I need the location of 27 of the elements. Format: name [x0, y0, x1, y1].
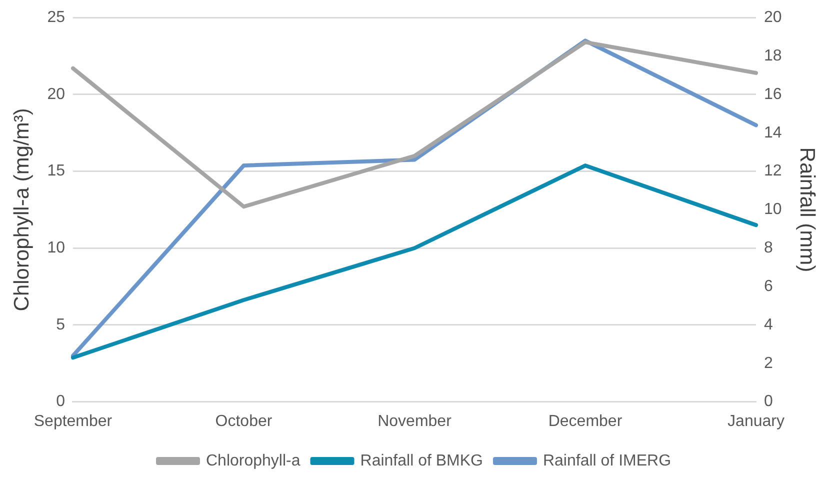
x-tick-label: October — [215, 412, 273, 430]
y2-tick-label: 8 — [764, 240, 774, 257]
y2-tick-label: 2 — [764, 354, 774, 372]
x-tick-label: November — [378, 412, 452, 430]
y2-tick-label: 6 — [764, 278, 774, 295]
y-tick-label: 25 — [47, 9, 66, 26]
y2-tick-label: 18 — [764, 47, 782, 64]
legend-label: Chlorophyll-a — [206, 452, 300, 470]
y-tick-label: 15 — [47, 162, 66, 180]
y2-tick-label: 0 — [764, 393, 774, 410]
x-tick-label: January — [728, 412, 784, 430]
y-tick-label: 20 — [47, 86, 66, 103]
y-tick-label: 0 — [56, 393, 66, 410]
y-tick-label: 5 — [56, 316, 66, 334]
y2-tick-label: 14 — [764, 124, 782, 142]
y-axis-title: Chlorophyll-a (mg/m³) — [10, 108, 34, 312]
y2-tick-label: 10 — [764, 201, 782, 218]
x-tick-label: September — [34, 412, 113, 430]
x-tick-label: December — [548, 412, 623, 430]
legend-label: Rainfall of BMKG — [360, 452, 483, 470]
y2-tick-label: 16 — [764, 86, 782, 103]
y2-axis-title: Rainfall (mm) — [796, 147, 819, 272]
y-tick-label: 10 — [47, 240, 66, 257]
y2-tick-label: 12 — [764, 162, 782, 180]
y2-tick-label: 4 — [764, 316, 774, 334]
y2-tick-label: 20 — [764, 9, 782, 26]
legend-label: Rainfall of IMERG — [542, 452, 672, 470]
